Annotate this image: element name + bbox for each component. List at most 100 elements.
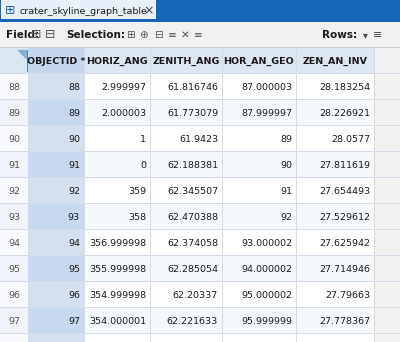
Bar <box>296 126 297 152</box>
Bar <box>374 308 375 334</box>
Text: ⊞: ⊞ <box>126 30 134 40</box>
Text: 358: 358 <box>128 212 146 222</box>
Bar <box>84 100 85 126</box>
Text: 61.773079: 61.773079 <box>167 108 218 118</box>
Text: 62.20337: 62.20337 <box>173 290 218 300</box>
Bar <box>150 334 151 342</box>
Bar <box>84 100 150 126</box>
Bar <box>0 256 28 282</box>
Bar <box>28 48 84 74</box>
Text: ZEN_AN_INV: ZEN_AN_INV <box>302 56 368 66</box>
Bar <box>84 230 85 256</box>
Bar <box>222 308 223 334</box>
Bar <box>150 282 151 308</box>
Bar <box>374 126 375 152</box>
Text: 95: 95 <box>68 264 80 274</box>
Text: 91: 91 <box>8 160 20 170</box>
Bar <box>296 178 374 204</box>
Bar <box>222 178 223 204</box>
Text: ✕: ✕ <box>181 30 189 40</box>
Bar <box>28 334 84 342</box>
Bar <box>222 152 296 178</box>
Bar <box>296 74 297 100</box>
Text: 62.374058: 62.374058 <box>167 238 218 248</box>
Bar <box>28 204 84 230</box>
Text: 88: 88 <box>68 82 80 92</box>
Text: 2.999997: 2.999997 <box>101 82 146 92</box>
Bar <box>84 256 150 282</box>
Text: 27.654493: 27.654493 <box>319 186 370 196</box>
Bar <box>28 282 29 308</box>
Text: 92: 92 <box>68 186 80 196</box>
Text: 93: 93 <box>8 212 20 222</box>
Bar <box>28 126 84 152</box>
Bar <box>222 282 296 308</box>
Bar <box>28 230 84 256</box>
Text: 94: 94 <box>8 238 20 248</box>
Bar <box>296 74 374 100</box>
Text: 27.529612: 27.529612 <box>319 212 370 222</box>
Bar <box>150 256 222 282</box>
Bar <box>150 178 222 204</box>
Bar <box>296 334 374 342</box>
Text: ⊟: ⊟ <box>154 30 162 40</box>
Bar <box>84 334 150 342</box>
Bar <box>84 48 85 74</box>
Text: 90: 90 <box>68 134 80 144</box>
Text: ≡: ≡ <box>373 30 383 40</box>
Bar <box>222 48 223 74</box>
Text: 61.816746: 61.816746 <box>167 82 218 92</box>
Bar <box>222 334 223 342</box>
Bar <box>84 48 150 74</box>
Bar <box>84 308 150 334</box>
Bar <box>150 152 222 178</box>
Bar <box>296 204 374 230</box>
Bar <box>28 100 84 126</box>
Bar <box>0 281 400 282</box>
Text: ≡: ≡ <box>194 30 202 40</box>
Bar <box>150 282 222 308</box>
Bar <box>150 178 151 204</box>
Bar <box>296 100 374 126</box>
Bar <box>222 74 296 100</box>
Bar <box>27 50 28 72</box>
Text: ≡: ≡ <box>168 30 176 40</box>
Bar <box>0 229 400 230</box>
Text: 87.000003: 87.000003 <box>241 82 292 92</box>
Bar <box>222 282 223 308</box>
Bar <box>296 308 374 334</box>
Bar <box>150 152 151 178</box>
Bar <box>0 204 28 230</box>
Bar <box>150 230 222 256</box>
Bar <box>84 308 85 334</box>
Text: 90: 90 <box>8 134 20 144</box>
Bar <box>0 125 400 126</box>
Bar <box>0 203 400 204</box>
Bar <box>28 74 29 100</box>
Text: 355.999998: 355.999998 <box>89 264 146 274</box>
Bar <box>0 99 400 100</box>
Bar <box>28 178 84 204</box>
Text: 354.000001: 354.000001 <box>89 316 146 326</box>
Bar <box>296 152 374 178</box>
Bar <box>222 126 223 152</box>
Bar <box>150 74 222 100</box>
Text: 90: 90 <box>280 160 292 170</box>
Text: 2.000003: 2.000003 <box>101 108 146 118</box>
Text: 96: 96 <box>68 290 80 300</box>
Text: 0: 0 <box>140 160 146 170</box>
Text: 87.999997: 87.999997 <box>241 108 292 118</box>
Bar <box>28 256 84 282</box>
Bar <box>28 308 84 334</box>
Bar <box>150 126 222 152</box>
Text: 95: 95 <box>8 264 20 274</box>
Bar <box>0 74 28 100</box>
Text: HOR_AN_GEO: HOR_AN_GEO <box>224 56 294 66</box>
Text: 28.0577: 28.0577 <box>331 134 370 144</box>
Bar <box>0 151 400 152</box>
Text: 1: 1 <box>140 134 146 144</box>
Bar <box>222 204 296 230</box>
Bar <box>0 255 400 256</box>
Bar <box>374 334 375 342</box>
Bar <box>0 73 400 74</box>
